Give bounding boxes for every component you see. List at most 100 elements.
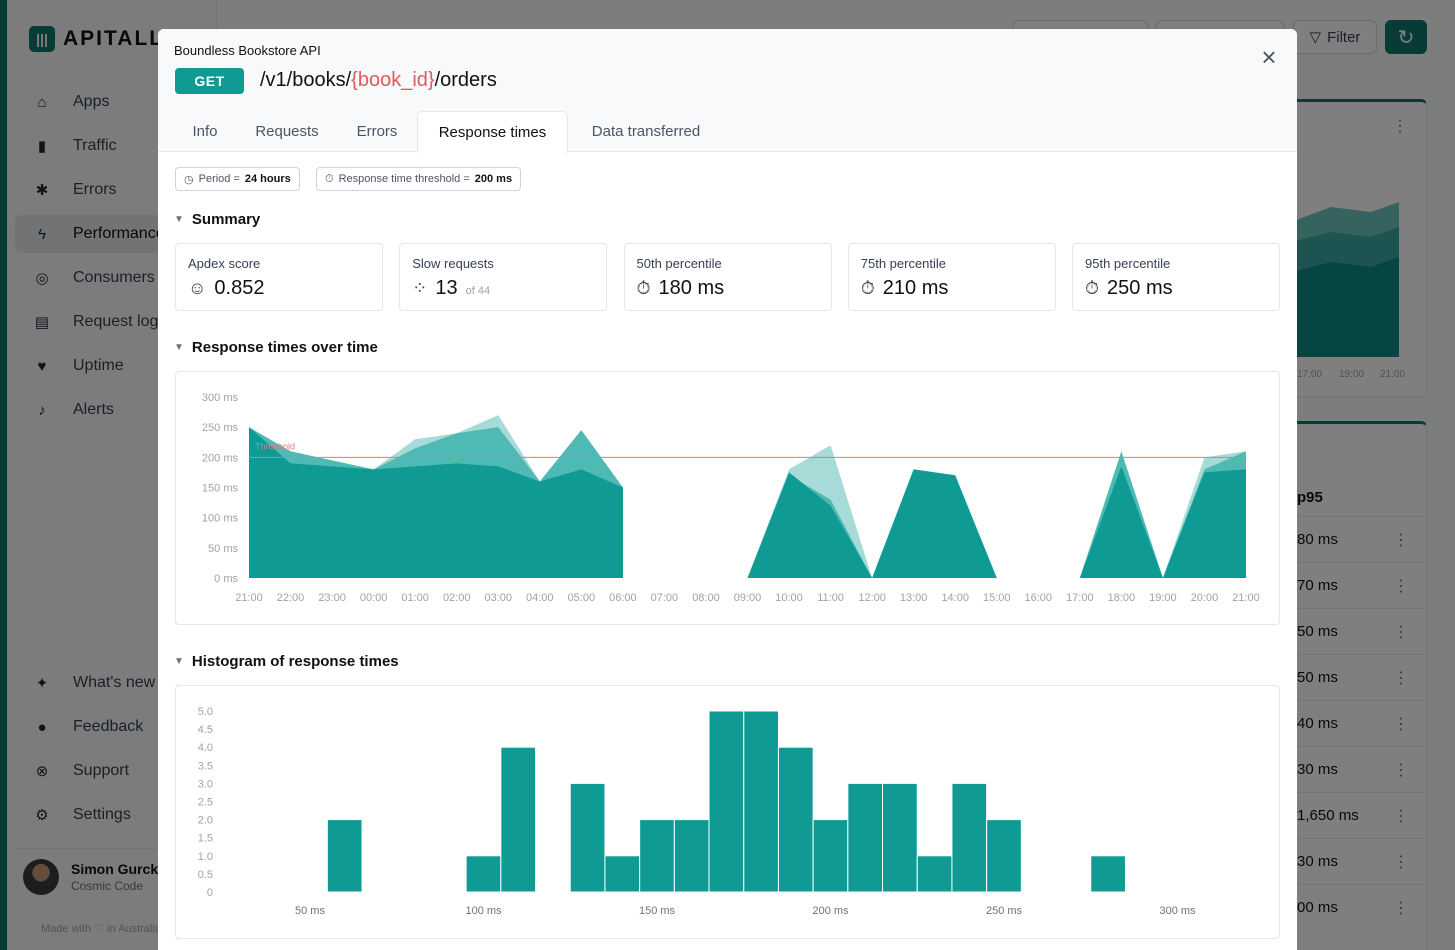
chip-period-value: 24 hours [244, 173, 291, 185]
threshold-chip: ⏱ Response time threshold = 200 ms [316, 167, 522, 191]
stat-value-row: ⏱ 180 ms [637, 277, 819, 300]
x-tick-label: 11:00 [817, 592, 844, 604]
x-tick-label: 16:00 [1025, 592, 1053, 604]
x-tick-label: 07:00 [651, 592, 679, 604]
stat-label: 95th percentile [1085, 256, 1171, 271]
x-tick-label: 100 ms [465, 905, 502, 917]
x-tick-label: 200 ms [812, 905, 849, 917]
endpoint-modal: Boundless Bookstore API GET /v1/books/{b… [158, 29, 1297, 950]
histogram-bar [1090, 855, 1126, 893]
x-tick-label: 17:00 [1066, 592, 1094, 604]
stat-card: Slow requests ⁘ 13 of 44 [399, 243, 608, 311]
hist-chart-container: 0 0.5 1.0 1.5 2.0 2.5 3.0 3.5 4.0 4.5 5.0 50 ms 100 … [175, 685, 1280, 939]
threshold-label: Threshold [255, 441, 295, 451]
y-tick-label: 250 ms [202, 422, 239, 434]
histogram-bar [326, 819, 363, 893]
histogram-bar [986, 819, 1022, 893]
x-tick-label: 50 ms [295, 905, 325, 917]
x-tick-label: 300 ms [1159, 905, 1196, 917]
x-tick-label: 05:00 [568, 592, 596, 604]
stat-value: 180 ms [658, 277, 725, 299]
y-tick-label: 300 ms [202, 392, 239, 404]
summary-toggle[interactable]: ▼ Summary [174, 211, 260, 228]
stat-card: 50th percentile ⏱ 180 ms [623, 243, 832, 311]
stat-card: Apdex score ☺ 0.852 [175, 243, 383, 311]
path-param: {book_id} [351, 69, 435, 91]
rt-chart-container: 0 ms 50 ms 100 ms 150 ms 200 ms 250 ms 300 ms 2… [175, 371, 1280, 625]
y-tick-label: 50 ms [208, 543, 238, 555]
stopwatch-icon: ⏱ [1085, 278, 1100, 298]
x-tick-label: 06:00 [609, 592, 637, 604]
endpoint-path: /v1/books/{book_id}/orders [260, 69, 497, 92]
y-tick-label: 5.0 [198, 706, 213, 718]
y-tick-label: 2.0 [198, 815, 213, 827]
stat-card: 95th percentile ⏱ 250 ms [1072, 243, 1280, 311]
stat-value-row: ⁘ 13 of 44 [412, 277, 594, 300]
x-tick-label: 01:00 [401, 592, 429, 604]
stat-card: 75th percentile ⏱ 210 ms [847, 243, 1056, 311]
stat-value-row: ⏱ 210 ms [861, 277, 1043, 300]
area-series-dark [747, 469, 997, 578]
modal-header: Boundless Bookstore API GET /v1/books/{b… [158, 29, 1297, 153]
stat-label: Slow requests [412, 256, 494, 271]
chip-threshold-value: 200 ms [474, 173, 513, 185]
summary-title: Summary [191, 211, 261, 228]
histogram-bar [500, 746, 537, 893]
stat-label: 75th percentile [860, 256, 947, 271]
stat-value-row: ☺ 0.852 [188, 277, 370, 300]
x-tick-label: 18:00 [1108, 592, 1136, 604]
histogram-bar [777, 746, 814, 893]
x-tick-label: 21:00 [1232, 592, 1260, 604]
tab-info[interactable]: Info [192, 123, 218, 140]
histogram-bar [743, 710, 779, 893]
caret-down-icon: ▼ [174, 342, 184, 353]
histogram-bar [604, 855, 641, 893]
tab-response-times[interactable]: Response times [417, 111, 568, 153]
tab-requests[interactable]: Requests [255, 123, 319, 140]
stat-value: 0.852 [214, 277, 265, 299]
period-chip: ◷ Period = 24 hours [175, 167, 300, 191]
stat-label: Apdex score [188, 256, 261, 271]
x-tick-label: 21:00 [235, 592, 263, 604]
y-tick-label: 0.5 [198, 869, 213, 881]
stopwatch-icon: ⏱ [325, 172, 334, 185]
x-tick-label: 20:00 [1191, 592, 1219, 604]
method-badge: GET [175, 68, 244, 94]
stat-value: 13 [435, 277, 458, 299]
x-tick-label: 250 ms [986, 905, 1023, 917]
histogram-toggle[interactable]: ▼ Histogram of response times [174, 653, 399, 670]
response-times-toggle[interactable]: ▼ Response times over time [174, 339, 378, 356]
x-tick-label: 04:00 [526, 592, 554, 604]
chip-threshold-label: Response time threshold = [338, 173, 470, 185]
caret-down-icon: ▼ [174, 656, 184, 667]
caret-down-icon: ▼ [174, 214, 184, 225]
histogram-bar [569, 782, 606, 893]
y-tick-label: 4.5 [198, 724, 213, 736]
tab-errors[interactable]: Errors [356, 123, 398, 140]
tab-data-transferred[interactable]: Data transferred [591, 123, 701, 140]
x-tick-label: 13:00 [900, 592, 928, 604]
x-tick-label: 23:00 [318, 592, 346, 604]
x-tick-label: 150 ms [639, 905, 676, 917]
x-tick-label: 03:00 [484, 592, 512, 604]
histogram-bar [812, 819, 849, 893]
x-tick-label: 09:00 [734, 592, 762, 604]
chip-period-label: Period = [198, 173, 240, 185]
histogram-bar [882, 782, 918, 893]
y-tick-label: 200 ms [202, 452, 239, 464]
x-tick-label: 00:00 [360, 592, 388, 604]
x-tick-label: 02:00 [443, 592, 471, 604]
x-tick-label: 22:00 [277, 592, 305, 604]
stat-of: of 44 [465, 285, 491, 297]
y-tick-label: 3.0 [198, 778, 213, 790]
histogram-bar [639, 819, 675, 893]
x-tick-label: 19:00 [1149, 592, 1177, 604]
y-tick-label: 150 ms [202, 483, 239, 495]
histogram-bar [673, 819, 710, 893]
close-icon[interactable]: × [1261, 42, 1277, 72]
path-prefix: /v1/books/ [260, 69, 352, 91]
histogram-bar [916, 855, 953, 893]
clock-icon: ◷ [184, 173, 194, 186]
histogram-bar [951, 782, 988, 893]
y-tick-label: 0 ms [214, 573, 238, 585]
